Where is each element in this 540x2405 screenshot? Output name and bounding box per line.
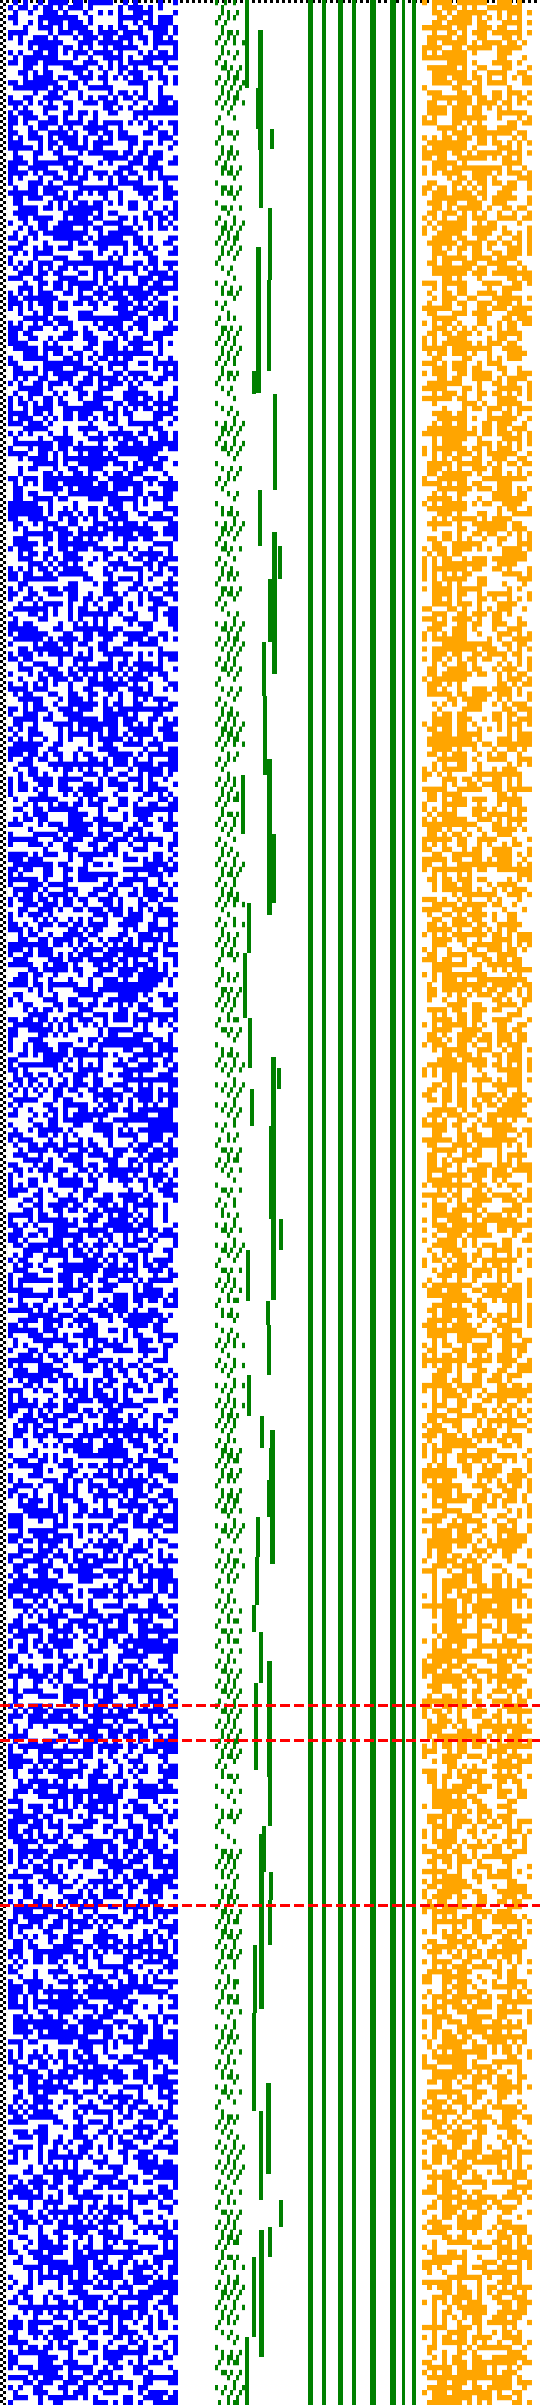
tree-structure	[215, 0, 416, 2405]
tree-trunk-line	[390, 0, 396, 2405]
random-bits	[8, 0, 178, 2405]
highlight-markers	[0, 1704, 540, 1907]
highlight-line	[0, 1704, 540, 1707]
random-bit-block	[8, 0, 178, 2405]
tree-trunk-line	[322, 0, 326, 2405]
tree-trunk-line	[352, 0, 356, 2405]
tree-trunk-line	[402, 0, 405, 2405]
pattern-bits	[422, 0, 532, 2405]
highlight-line	[0, 1904, 540, 1907]
highlight-line	[0, 1739, 540, 1742]
pattern-bit-block	[422, 0, 532, 2405]
tree-trunk-line	[412, 0, 416, 2405]
tree-trunk-line	[370, 0, 376, 2405]
tree-trunk-line	[308, 0, 313, 2405]
tree-steps	[215, 0, 283, 2405]
tree-trunk-line	[338, 0, 343, 2405]
